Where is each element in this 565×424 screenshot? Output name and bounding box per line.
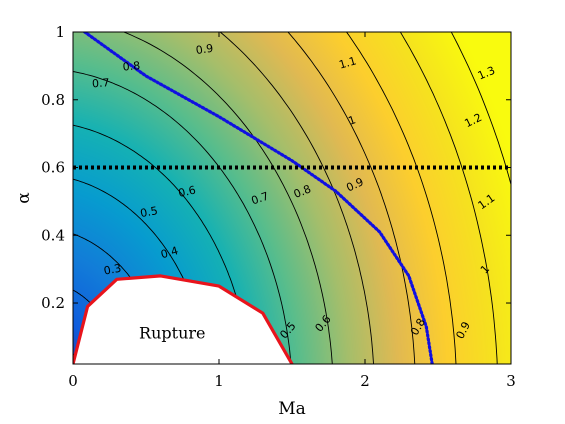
y-axis-label: α <box>14 192 34 204</box>
overlay-curves <box>73 32 511 364</box>
rupture-label: Rupture <box>139 324 205 343</box>
contour-line <box>122 32 333 364</box>
contour-value-label: 0.6 <box>177 183 197 200</box>
contour-value-label: 0.7 <box>250 189 271 207</box>
contour-value-label: 1.3 <box>476 64 497 83</box>
x-tick-label: 2 <box>360 372 370 390</box>
contour-line <box>287 32 416 364</box>
y-tick-label: 0.2 <box>41 294 65 312</box>
y-tick-label: 1 <box>55 23 65 41</box>
y-tick-label: 0.4 <box>41 226 65 244</box>
contour-value-label: 0.7 <box>92 76 110 90</box>
highlight-contour-dotted <box>83 32 434 364</box>
contour-value-label: 1 <box>347 113 358 128</box>
x-tick-label: 0 <box>68 372 78 390</box>
contour-value-label: 0.4 <box>159 244 179 261</box>
contour-value-label: 0.3 <box>103 262 123 278</box>
contour-line <box>345 32 457 364</box>
contour-line <box>73 71 292 364</box>
contour-value-label: 0.8 <box>122 59 141 73</box>
x-axis-label: Ma <box>278 399 306 419</box>
y-tick-label: 0.8 <box>41 91 65 109</box>
contour-value-label: 1.1 <box>337 54 357 71</box>
contour-value-label: 0.9 <box>195 42 214 57</box>
contour-value-label: 0.5 <box>139 204 159 220</box>
x-tick-label: 3 <box>506 372 516 390</box>
contour-line <box>399 32 498 364</box>
contour-value-label: 0.8 <box>292 182 313 201</box>
y-tick-label: 0.6 <box>41 159 65 177</box>
contour-line <box>219 32 374 364</box>
rupture-boundary <box>73 274 294 364</box>
x-tick-label: 1 <box>214 372 224 390</box>
plot-frame <box>72 31 512 365</box>
axes: 0 1 2 3 0.2 0.4 0.6 0.8 1 <box>41 23 516 390</box>
